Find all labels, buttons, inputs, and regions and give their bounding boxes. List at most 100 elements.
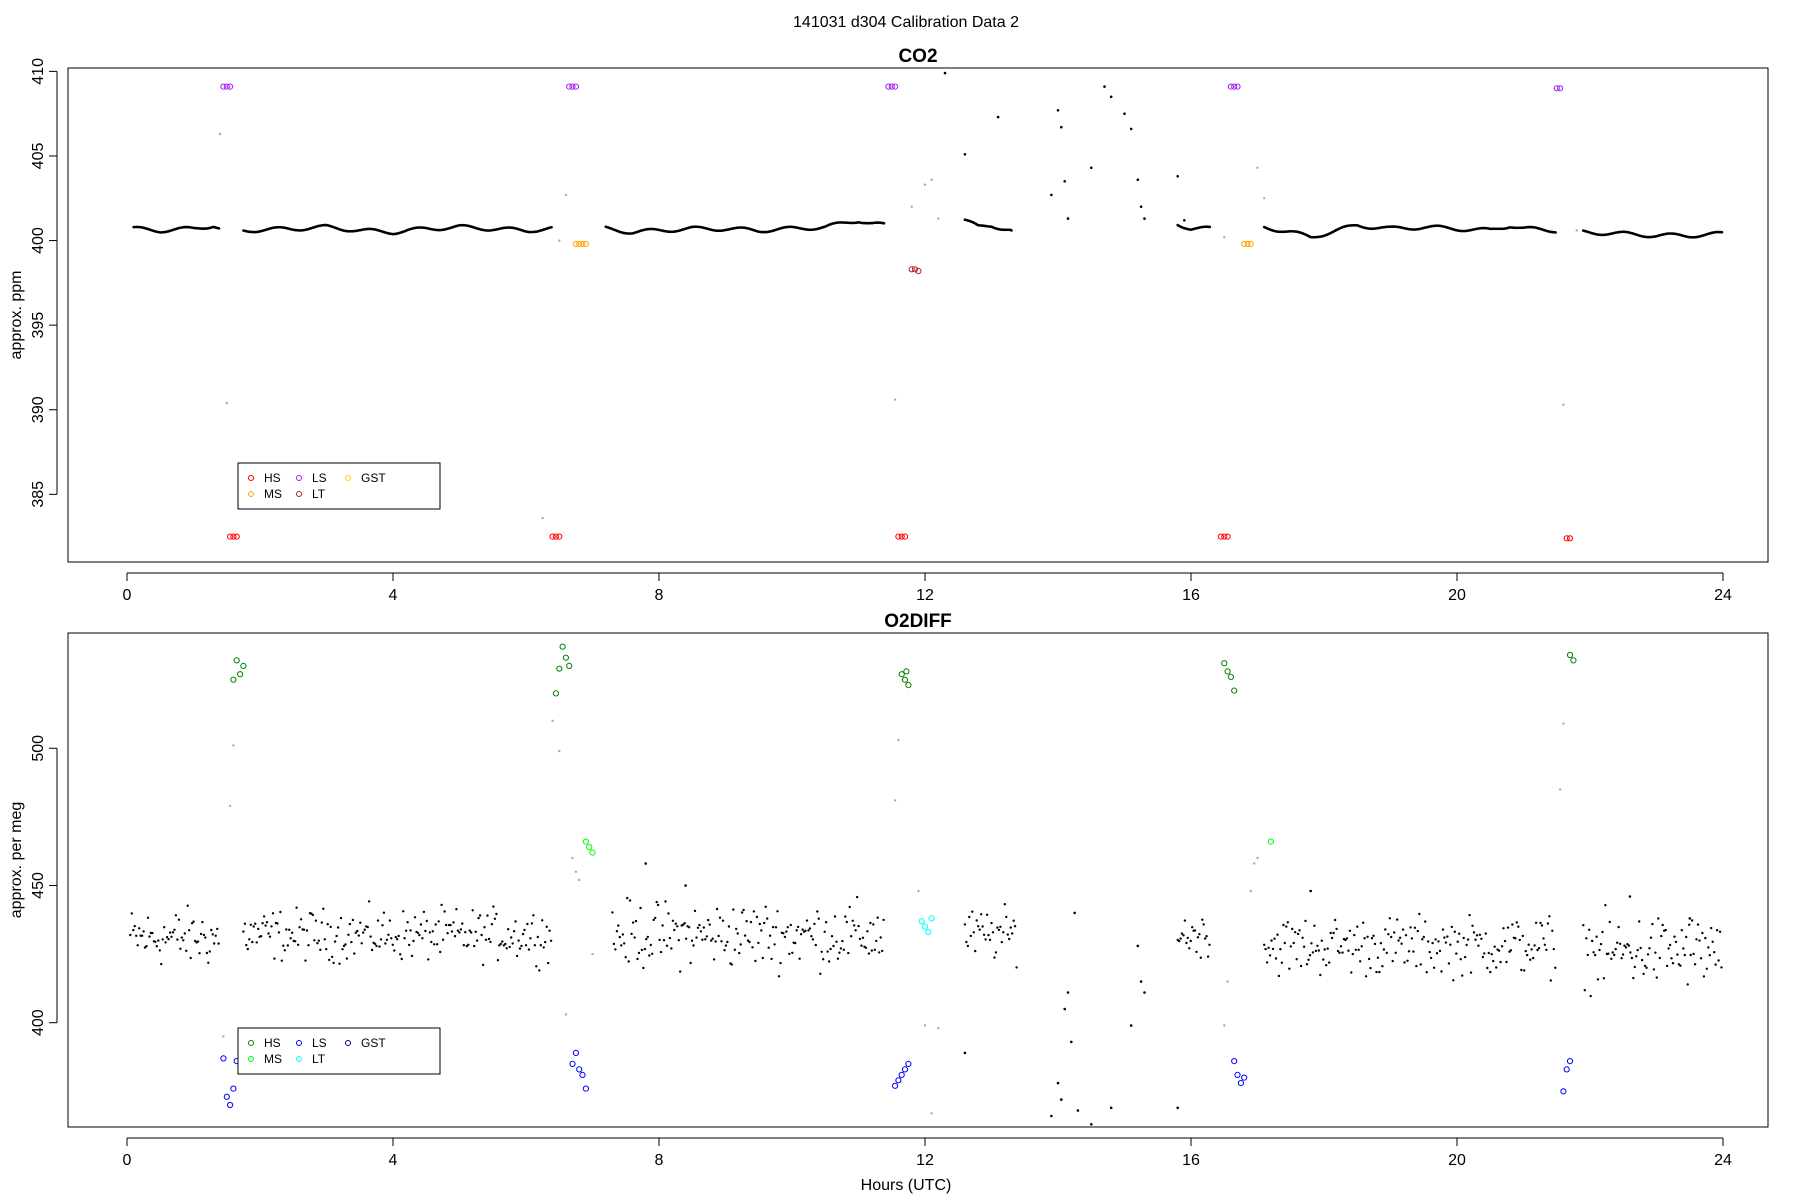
o2diff-ambient-point xyxy=(774,926,778,929)
o2diff-ambient-point xyxy=(214,934,217,937)
o2diff-ambient-point xyxy=(208,950,211,953)
co2-transition-point xyxy=(564,193,568,197)
o2diff-ambient-point xyxy=(245,943,248,947)
o2diff-ambient-point xyxy=(1616,941,1619,944)
o2diff-transition-point xyxy=(551,719,554,722)
o2diff-ambient-point xyxy=(798,957,801,960)
o2diff-ambient-point xyxy=(520,944,523,948)
o2diff-ambient-point xyxy=(968,915,971,919)
o2diff-ambient-point xyxy=(305,929,309,932)
co2-panel: CO2 approx. ppm 0 4 8 12 16 20 24 385 390 395 400… xyxy=(8,46,1769,604)
o2diff-ambient-point xyxy=(1446,935,1449,938)
co2-hs-point xyxy=(895,533,902,540)
o2diff-ls-point xyxy=(220,1055,227,1062)
co2-x-tick-label: 20 xyxy=(1448,587,1466,604)
co2-legend-marker-lt xyxy=(296,491,302,497)
o2diff-ambient-point xyxy=(1356,925,1359,928)
co2-hs-point xyxy=(1224,533,1231,540)
o2diff-ambient-point xyxy=(399,953,402,956)
co2-ms-point xyxy=(1241,240,1248,247)
o2diff-ambient-point xyxy=(538,969,541,972)
o2diff-legend-label-lt: LT xyxy=(312,1052,326,1066)
o2diff-ambient-point xyxy=(484,938,488,941)
o2diff-ambient-point xyxy=(486,914,489,917)
o2diff-ambient-point xyxy=(1009,926,1012,929)
o2diff-ambient-point xyxy=(296,943,300,946)
o2diff-ambient-point xyxy=(270,925,273,928)
o2diff-transition-point xyxy=(228,804,232,808)
o2diff-ambient-point xyxy=(1296,932,1300,936)
o2diff-ambient-point xyxy=(1511,923,1514,926)
o2diff-ambient-point xyxy=(1277,974,1281,978)
o2diff-ambient-point xyxy=(661,924,664,927)
o2diff-ls-point xyxy=(227,1101,234,1109)
o2diff-transition-point xyxy=(578,878,581,882)
co2-ls-point xyxy=(572,83,580,90)
o2diff-ambient-point xyxy=(311,913,315,917)
o2diff-ambient-point xyxy=(468,929,471,932)
o2diff-ambient-point xyxy=(1428,950,1431,954)
o2diff-ambient-point xyxy=(167,938,170,941)
o2diff-ambient-point xyxy=(776,910,779,913)
o2diff-ambient-point xyxy=(1441,928,1445,931)
o2diff-ambient-point xyxy=(544,940,547,944)
o2diff-ambient-point xyxy=(721,919,725,922)
o2diff-ambient-point xyxy=(320,921,323,924)
o2diff-ls-point xyxy=(1563,1066,1570,1073)
o2diff-ambient-point xyxy=(1487,951,1491,955)
o2diff-ambient-point xyxy=(1274,957,1278,960)
o2diff-ambient-point xyxy=(1304,919,1307,923)
o2diff-ambient-point xyxy=(996,926,999,929)
o2diff-ambient-point xyxy=(1336,949,1340,953)
o2diff-ambient-point xyxy=(403,937,406,940)
co2-ls-point xyxy=(220,83,227,90)
co2-panel-title: CO2 xyxy=(898,46,937,67)
co2-hs-point xyxy=(233,533,240,540)
o2diff-ambient-point xyxy=(302,928,306,931)
o2diff-ambient-point xyxy=(1328,961,1331,964)
o2diff-ambient-point xyxy=(1701,931,1704,935)
co2-transition-point xyxy=(923,183,927,186)
o2diff-ambient-point xyxy=(1655,976,1659,979)
o2diff-ambient-point xyxy=(788,952,791,956)
co2-y-tick-label: 385 xyxy=(30,481,47,508)
o2diff-ambient-point xyxy=(1348,929,1352,932)
o2diff-ambient-point xyxy=(1382,948,1386,951)
o2diff-ambient-point xyxy=(1690,919,1694,922)
co2-ls-point xyxy=(1553,85,1560,92)
o2diff-x-tick-label: 12 xyxy=(916,1152,934,1169)
o2diff-hs-point xyxy=(1227,673,1235,681)
o2diff-ambient-point xyxy=(1545,948,1548,951)
co2-transition-point xyxy=(910,205,913,208)
o2diff-ambient-point xyxy=(1509,949,1513,952)
o2diff-ambient-point xyxy=(1546,922,1550,925)
o2diff-ambient-point xyxy=(1502,927,1505,930)
co2-legend-marker-hs xyxy=(248,475,254,481)
o2diff-ambient-point xyxy=(547,961,550,965)
o2diff-ambient-point xyxy=(1699,957,1703,960)
o2diff-ambient-point xyxy=(671,919,675,922)
o2diff-ambient-point xyxy=(848,905,851,909)
o2diff-ambient-point xyxy=(362,931,365,934)
o2diff-ambient-point xyxy=(1412,950,1415,953)
o2diff-ambient-point xyxy=(1344,938,1347,942)
co2-transition-point xyxy=(541,516,544,520)
o2diff-ambient-point xyxy=(1461,974,1464,977)
o2diff-ambient-point xyxy=(768,934,772,937)
o2diff-y-tick-label: 400 xyxy=(30,1009,47,1036)
o2diff-ambient-point xyxy=(1359,960,1362,963)
o2diff-ambient-point xyxy=(304,959,307,962)
o2diff-ambient-point xyxy=(1702,975,1706,978)
o2diff-ambient-point xyxy=(1418,912,1421,916)
o2diff-ambient-point xyxy=(1177,939,1181,943)
co2-ls-point xyxy=(1227,83,1235,90)
o2diff-ambient-point xyxy=(682,923,685,926)
o2diff-ambient-point xyxy=(510,936,513,939)
o2diff-ambient-point xyxy=(832,944,835,948)
o2diff-ambient-point xyxy=(328,958,331,962)
o2diff-ambient-point xyxy=(1613,953,1616,957)
o2diff-ambient-point xyxy=(1196,936,1200,939)
o2diff-ambient-point xyxy=(185,949,188,952)
co2-x-tick-label: 8 xyxy=(655,587,664,604)
o2diff-ambient-point xyxy=(1483,952,1486,955)
